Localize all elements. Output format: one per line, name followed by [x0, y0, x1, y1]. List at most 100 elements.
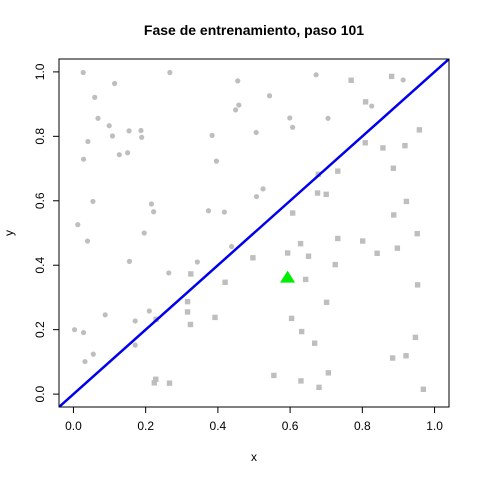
square-point: [414, 230, 420, 237]
circle-point: [260, 186, 266, 192]
circle-point: [80, 329, 87, 336]
square-point: [188, 271, 194, 277]
circle-point: [116, 152, 122, 158]
circle-point: [141, 230, 147, 236]
square-point: [390, 165, 397, 171]
square-point: [323, 299, 330, 305]
y-tick-label: 1.0: [33, 63, 47, 80]
square-point: [394, 245, 401, 251]
circle-point: [80, 156, 87, 162]
circle-point: [266, 93, 273, 99]
circle-point: [209, 132, 215, 138]
circle-point: [253, 193, 260, 200]
square-point: [323, 191, 329, 198]
x-tick-label: 1.0: [426, 419, 443, 433]
circle-point: [139, 134, 145, 140]
circle-point: [90, 198, 96, 205]
circle-point: [138, 127, 144, 134]
circle-point: [92, 94, 98, 100]
circle-point: [325, 115, 331, 121]
square-point: [416, 127, 423, 133]
square-point: [271, 372, 277, 379]
circle-point: [106, 123, 112, 129]
square-point: [348, 77, 354, 83]
x-tick-label: 0.8: [354, 419, 371, 433]
square-point: [362, 140, 368, 146]
circle-point: [205, 208, 212, 214]
square-point: [184, 309, 191, 315]
square-point: [314, 190, 321, 196]
square-point: [298, 328, 305, 335]
x-tick-label: 0.6: [282, 419, 299, 433]
square-point: [288, 315, 295, 322]
square-point: [412, 334, 419, 341]
circle-point: [151, 209, 157, 215]
circle-point: [85, 138, 91, 145]
circle-point: [167, 69, 173, 76]
circle-point: [71, 327, 78, 333]
square-point: [388, 73, 395, 80]
y-tick-label: 0.8: [33, 128, 47, 145]
circle-point: [112, 80, 118, 87]
circle-point: [236, 102, 242, 108]
square-point: [284, 250, 291, 256]
circle-point: [232, 107, 239, 113]
circle-point: [80, 69, 86, 76]
square-point: [325, 370, 332, 376]
square-point: [153, 376, 159, 382]
square-point: [250, 255, 256, 261]
chart-title: Fase de entrenamiento, paso 101: [144, 22, 364, 38]
circle-point: [229, 243, 235, 250]
current-position-marker: [280, 270, 296, 283]
circle-point: [125, 150, 131, 156]
y-axis-label: y: [2, 230, 16, 236]
circle-point: [102, 312, 108, 318]
square-point: [187, 321, 194, 328]
square-point: [414, 282, 421, 288]
y-tick-label: 0.4: [33, 257, 47, 274]
points-layer: [71, 69, 427, 392]
square-point: [332, 261, 338, 268]
circle-point: [75, 222, 81, 228]
line-layer: [59, 59, 449, 407]
circle-point: [82, 358, 88, 365]
square-point: [402, 142, 408, 149]
y-tick-label: 0.6: [33, 192, 47, 209]
circle-point: [369, 103, 375, 109]
circle-point: [221, 209, 227, 215]
circle-point: [287, 115, 293, 121]
x-axis: 0.0 0.2 0.4 0.6 0.8 1.0: [65, 407, 443, 433]
square-point: [184, 298, 191, 305]
square-point: [335, 235, 341, 242]
circle-point: [146, 308, 152, 314]
square-point: [335, 168, 341, 174]
circle-point: [132, 318, 138, 324]
circle-point: [313, 72, 319, 78]
circle-point: [132, 342, 138, 348]
y-tick-label: 0.0: [33, 385, 47, 402]
square-point: [362, 99, 369, 105]
square-point: [166, 380, 173, 386]
square-point: [212, 314, 218, 321]
circle-point: [166, 270, 172, 276]
square-point: [222, 279, 228, 285]
square-point: [305, 253, 312, 259]
square-point: [298, 378, 304, 384]
square-point: [380, 145, 386, 151]
diagonal-reference-line: [59, 59, 449, 407]
plot-frame: [58, 58, 450, 408]
circle-point: [194, 259, 200, 265]
circle-point: [235, 78, 241, 84]
circle-point: [90, 351, 96, 357]
y-axis: 0.0 0.2 0.4 0.6 0.8 1.0: [33, 63, 59, 402]
square-point: [302, 276, 309, 283]
marker-layer: [280, 270, 296, 283]
square-point: [391, 212, 397, 218]
square-point: [311, 340, 318, 346]
square-point: [151, 380, 158, 386]
circle-point: [126, 128, 132, 134]
circle-point: [290, 124, 296, 130]
x-tick-label: 0.0: [65, 419, 82, 433]
plot-area: [59, 59, 449, 407]
